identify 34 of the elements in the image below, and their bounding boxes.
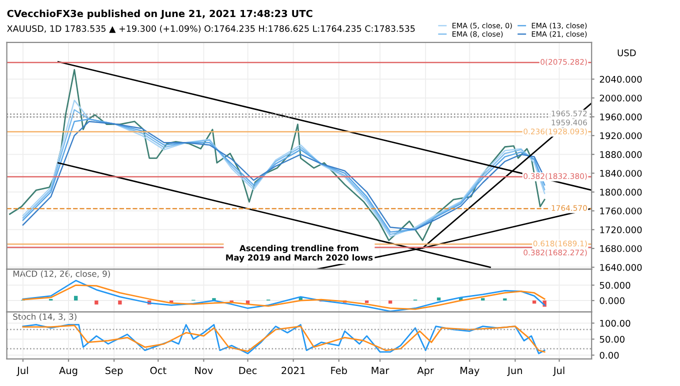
x-tick-label: 2021 — [282, 366, 305, 374]
y-tick-label: 1960.000 — [600, 114, 642, 120]
x-tick-label: Nov — [195, 366, 213, 374]
x-tick-label: Oct — [150, 366, 166, 374]
x-tick-label: May — [460, 366, 480, 376]
x-tick-label: Mar — [372, 366, 390, 374]
y-tick-label: 2000.000 — [600, 94, 642, 102]
y-tick-label: 50.00 — [600, 336, 624, 343]
x-tick-label: Jun — [507, 366, 522, 376]
annotation: Stoch (14, 3, 3) — [13, 313, 76, 321]
y-tick-label: 1840.000 — [600, 170, 642, 177]
y-tick-label: 1680.000 — [600, 245, 642, 252]
x-tick-label: Dec — [239, 366, 257, 374]
x-tick-label: Jul — [16, 366, 28, 376]
x-tick-label: Sep — [106, 366, 123, 376]
y-tick-label: 50.000 — [600, 282, 630, 289]
y-axis-title: USD — [618, 49, 636, 56]
y-tick-label: 100.00 — [600, 320, 630, 327]
x-tick-label: Aug — [59, 366, 78, 376]
x-tick-label: Feb — [331, 366, 347, 374]
y-tick-label: 1880.000 — [600, 151, 642, 158]
y-tick-label: 0.000 — [600, 297, 624, 304]
y-tick-label: 1720.000 — [600, 226, 642, 234]
y-tick-label: 0.00 — [600, 352, 619, 359]
annotation: Ascending trendline from May 2019 and March 2020 lows — [226, 244, 373, 262]
y-tick-label: 2040.000 — [600, 76, 642, 83]
y-tick-label: 1760.000 — [600, 208, 642, 214]
x-tick-label: Jul — [552, 366, 564, 376]
y-tick-label: 1920.000 — [600, 132, 642, 140]
y-tick-label: 1800.000 — [600, 188, 642, 196]
y-tick-label: 1640.000 — [600, 264, 642, 271]
x-tick-label: Apr — [417, 366, 434, 376]
chart-title: CVecchioFX3e published on June 21, 2021 17:48:23 UTC — [7, 10, 312, 20]
chart-subtitle: XAUUSD, 1D 1783.535 ▲ +19.300 (+1.09%) O:1764.235 H:1786.625 L:1764.235 C:1783.535 — [7, 25, 415, 33]
